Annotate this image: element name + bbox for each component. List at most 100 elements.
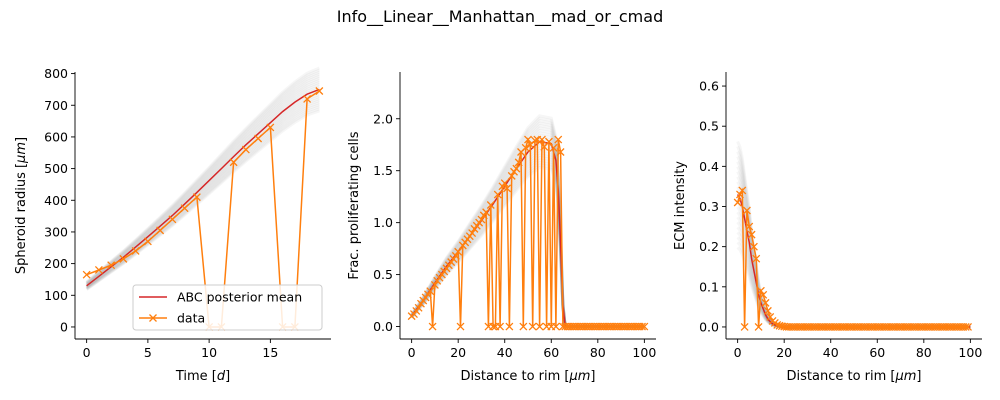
posterior-sample-line [736, 221, 971, 329]
posterior-sample-line [736, 201, 971, 329]
posterior-sample-line [410, 158, 645, 328]
data-marker [752, 254, 761, 263]
x-tick-label: 20 [450, 345, 466, 360]
posterior-sample-line [410, 165, 645, 328]
y-tick-label: 1.5 [373, 163, 393, 178]
y-tick-label: 300 [44, 224, 68, 239]
data-marker [143, 237, 152, 246]
x-tick-label: 60 [869, 345, 885, 360]
posterior-sample-line [410, 153, 645, 328]
data-line [736, 187, 968, 328]
posterior-sample-line [736, 176, 971, 329]
data-marker [94, 265, 103, 274]
posterior-sample-line [736, 166, 971, 329]
data-marker [477, 215, 486, 224]
posterior-sample-line [736, 206, 971, 329]
posterior-mean-line [736, 194, 971, 328]
x-tick-label: 60 [543, 345, 559, 360]
data-marker [482, 208, 491, 217]
data-marker [747, 230, 756, 239]
legend-data-marker [149, 314, 157, 322]
y-tick-label: 0.5 [699, 119, 719, 134]
posterior-sample-line [736, 171, 971, 329]
data-marker [763, 306, 772, 315]
posterior-sample-line [85, 70, 320, 284]
posterior-sample-line [85, 99, 320, 289]
legend: ABC posterior mean data [132, 284, 323, 331]
posterior-sample-line [736, 191, 971, 329]
y-tick-label: 0.2 [699, 239, 719, 254]
posterior-sample-line [736, 211, 971, 329]
posterior-sample-line [736, 155, 971, 329]
data-marker [241, 145, 250, 154]
data-marker [414, 303, 423, 312]
posterior-sample-line [85, 66, 320, 284]
data-marker [535, 322, 544, 331]
posterior-sample-line [85, 78, 320, 286]
y-axis-label: Spheroid radius [μm] [14, 137, 29, 274]
posterior-sample-line [85, 68, 320, 284]
data-marker [493, 190, 502, 199]
x-tick-label: 15 [262, 345, 278, 360]
data-marker [761, 298, 770, 307]
data-marker [503, 184, 512, 193]
x-axis-label: Time [d] [175, 369, 230, 384]
panel-2: 0 20 40 60 80 100 0.0 0.5 1.0 1.5 2.0 Distance to r… [347, 72, 656, 384]
figure-title: Info__Linear__Manhattan__mad_or_cmad [337, 7, 663, 27]
data-marker [254, 134, 263, 143]
posterior-sample-line [736, 186, 971, 329]
data-marker [505, 322, 514, 331]
data-marker [456, 322, 465, 331]
data-marker [549, 143, 558, 152]
posterior-samples-band [736, 140, 971, 329]
y-tick-label: 600 [44, 129, 68, 144]
x-tick-label: 0 [83, 345, 91, 360]
posterior-sample-line [736, 216, 971, 329]
data-marker [303, 94, 312, 103]
panel-3: 0 20 40 60 80 100 0.0 0.1 0.2 0.3 0.4 0.5 0.6 Distanc… [673, 72, 982, 384]
data-marker [964, 322, 972, 331]
data-marker [168, 215, 177, 224]
x-tick-label: 0 [408, 345, 416, 360]
data-marker [638, 322, 646, 331]
data-marker [514, 158, 523, 167]
data-marker [766, 312, 775, 321]
legend-frame [132, 284, 323, 331]
data-marker [554, 135, 563, 144]
data-marker [430, 281, 439, 289]
data-marker [496, 322, 505, 331]
data-marker [266, 123, 275, 132]
y-tick-label: 400 [44, 193, 68, 208]
data-marker [544, 137, 553, 146]
data-marker [119, 254, 128, 263]
y-tick-label: 0.0 [373, 319, 393, 334]
x-tick-label: 20 [776, 345, 792, 360]
data-marker [961, 322, 970, 331]
y-tick-label: 0.0 [699, 319, 719, 334]
data-marker [454, 247, 463, 256]
data-marker [754, 322, 763, 331]
data-marker [521, 143, 530, 152]
data-marker [486, 201, 495, 209]
posterior-mean-line [86, 88, 320, 287]
x-tick-label: 40 [823, 345, 839, 360]
data-marker [738, 186, 747, 195]
x-axis-label: Distance to rim [μm] [461, 369, 596, 384]
data-marker [528, 322, 537, 331]
data-marker [531, 136, 539, 145]
data-marker [759, 290, 768, 299]
y-tick-label: 700 [44, 98, 68, 113]
posterior-sample-line [736, 236, 971, 329]
data-marker [489, 322, 498, 331]
y-tick-label: 100 [44, 288, 68, 303]
data-marker [512, 164, 521, 173]
legend-data-label: data [177, 311, 205, 326]
y-tick-label: 0.6 [699, 79, 719, 94]
posterior-sample-line [410, 163, 645, 328]
data-marker [107, 261, 116, 270]
posterior-sample-line [410, 156, 645, 328]
posterior-sample-line [736, 231, 971, 329]
posterior-sample-line [736, 161, 971, 329]
